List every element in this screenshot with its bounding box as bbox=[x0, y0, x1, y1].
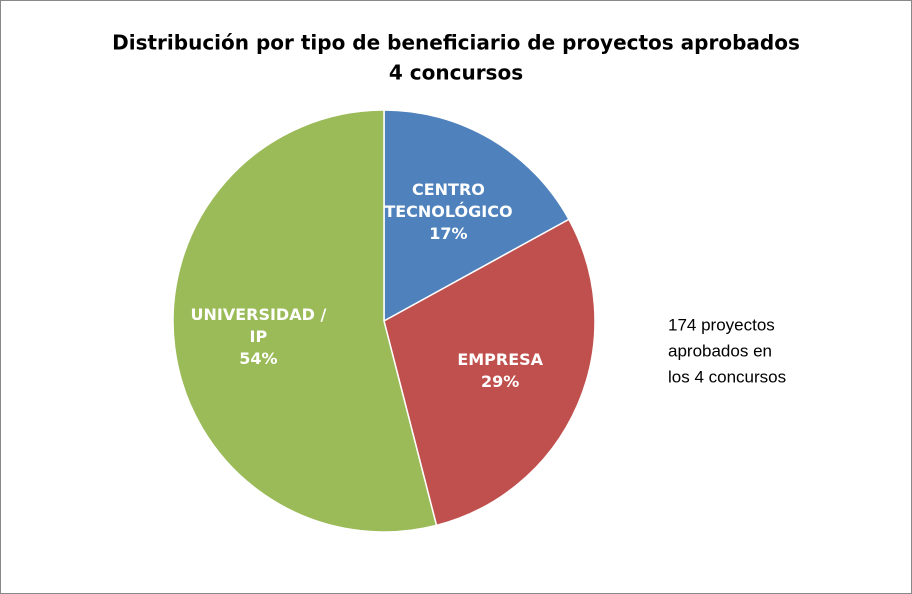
pie-slice bbox=[172, 109, 438, 533]
category-label: EMPRESA bbox=[457, 350, 544, 370]
slice-label: UNIVERSIDAD / IP 54% bbox=[178, 292, 338, 382]
slice-label: CENTRO TECNOLÓGICO 17% bbox=[368, 167, 528, 257]
category-label: UNIVERSIDAD / IP bbox=[190, 304, 327, 346]
chart-title: 4 concursos bbox=[389, 61, 523, 85]
chart-title: Distribución por tipo de beneficiario de… bbox=[112, 31, 800, 55]
value-label: 54% bbox=[239, 348, 278, 368]
annotation: aprobados en bbox=[668, 341, 772, 360]
category-label: CENTRO TECNOLÓGICO bbox=[384, 180, 513, 222]
pie-slice bbox=[383, 109, 570, 323]
slice-label: EMPRESA 29% bbox=[420, 326, 580, 416]
annotation: 174 proyectos bbox=[668, 315, 775, 334]
annotation: los 4 concursos bbox=[668, 367, 786, 386]
value-label: 29% bbox=[481, 372, 520, 392]
value-label: 17% bbox=[429, 224, 468, 244]
pie-slice bbox=[383, 218, 596, 527]
